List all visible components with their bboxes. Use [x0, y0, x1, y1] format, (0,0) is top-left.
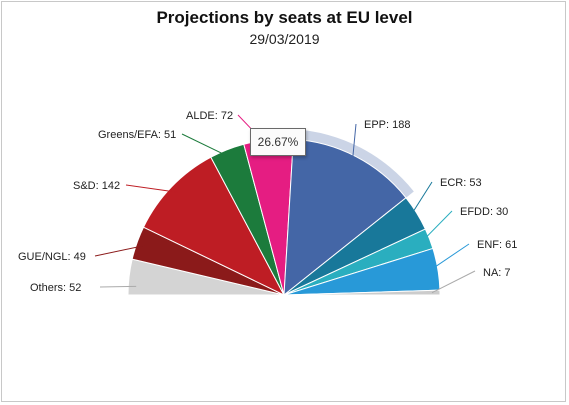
label-ecr: ECR: 53 [440, 177, 482, 189]
connector-enf [429, 243, 470, 271]
label-efdd: EFDD: 30 [460, 206, 508, 218]
label-epp: EPP: 188 [364, 119, 410, 131]
label-enf: ENF: 61 [477, 239, 517, 251]
slice-s-d[interactable] [142, 156, 286, 297]
connector-others [99, 285, 137, 288]
label-na: NA: 7 [483, 267, 511, 279]
connector-efdd [421, 210, 453, 242]
label-gue-ngl: GUE/NGL: 49 [18, 251, 86, 263]
connector-epp [351, 123, 357, 164]
chart-title: Projections by seats at EU level [156, 8, 413, 27]
label-others: Others: 52 [30, 282, 81, 294]
connector-na [431, 270, 476, 294]
label-alde: ALDE: 72 [186, 110, 233, 122]
connector-gue-ngl [94, 245, 145, 257]
chart-subtitle: 29/03/2019 [249, 31, 320, 47]
slice-na[interactable] [283, 289, 441, 296]
label-greens-efa: Greens/EFA: 51 [98, 129, 176, 141]
connector-greens-efa [181, 133, 231, 158]
connector-ecr [409, 181, 433, 218]
label-s-d: S&D: 142 [73, 180, 120, 192]
connector-s-d [125, 184, 178, 193]
chart-tooltip: 26.67% [250, 128, 306, 156]
